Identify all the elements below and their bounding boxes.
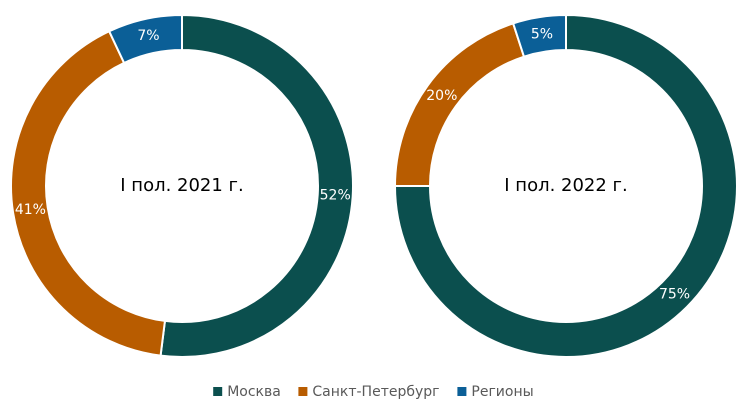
donut-slice [393, 22, 526, 187]
chart-center-title: I пол. 2022 г. [504, 175, 627, 196]
donut-slice [511, 13, 567, 58]
legend-swatch [457, 387, 467, 396]
data-label: 41% [15, 202, 46, 218]
legend-label: Москва [227, 384, 281, 400]
donut-slice [393, 13, 738, 358]
data-label: 75% [659, 287, 690, 303]
legend-label: Санкт-Петербург [312, 384, 439, 400]
legend-swatch [298, 387, 308, 396]
legend-swatch [213, 387, 223, 396]
donut-slice [159, 13, 354, 358]
legend-label: Регионы [471, 384, 533, 400]
data-label: 7% [137, 28, 159, 44]
data-label: 5% [531, 26, 553, 42]
data-label: 20% [426, 88, 457, 104]
chart-center-title: I пол. 2021 г. [120, 175, 243, 196]
data-label: 52% [320, 188, 351, 204]
donut-slice [107, 13, 183, 65]
